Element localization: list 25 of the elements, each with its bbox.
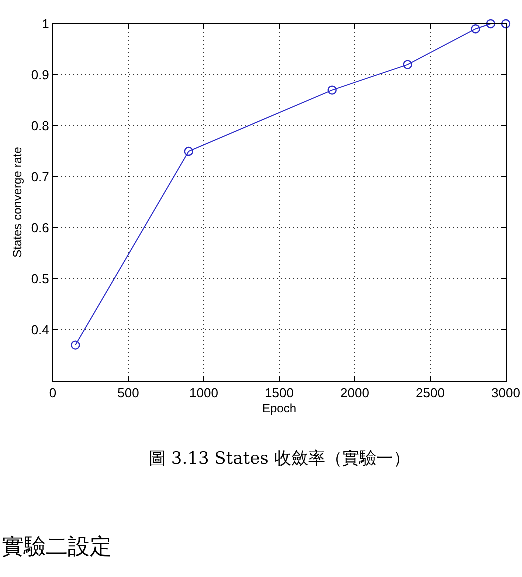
x-axis-title: Epoch [262, 402, 297, 416]
y-tick-label: 0.6 [31, 220, 50, 236]
y-tick-label: 0.4 [31, 322, 50, 338]
y-tick-label: 0.8 [31, 118, 50, 134]
point [403, 60, 412, 70]
y-tick-label: 1 [42, 16, 50, 32]
x-tick-label: 500 [118, 386, 140, 401]
x-tick-label: 1500 [265, 386, 294, 401]
y-tick-label: 0.5 [31, 272, 50, 287]
y-axis-title: States converge rate [10, 146, 25, 258]
y-tick-label: 0.9 [31, 68, 50, 83]
x-tick-label: 3000 [492, 386, 520, 401]
point [471, 24, 480, 34]
point [328, 86, 337, 95]
text: 實驗二設定 [2, 535, 112, 560]
x-tick-label: 2000 [340, 386, 370, 401]
point [71, 340, 80, 350]
point [501, 19, 511, 29]
caption: 圖 3.13 States 收斂率（實驗一） [149, 449, 410, 469]
point [184, 146, 194, 156]
x-tick-label: 1000 [190, 386, 218, 401]
x-tick-label: 0 [49, 386, 57, 401]
y-tick-label: 0.7 [31, 170, 50, 185]
x-tick-label: 2500 [416, 386, 445, 401]
point [486, 19, 496, 29]
